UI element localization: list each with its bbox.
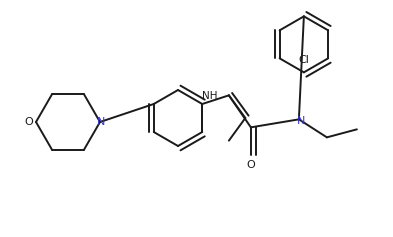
Text: N: N — [97, 117, 105, 127]
Text: Cl: Cl — [298, 55, 309, 65]
Text: O: O — [25, 117, 33, 127]
Text: O: O — [246, 160, 255, 170]
Text: N: N — [297, 116, 305, 126]
Text: NH: NH — [202, 91, 218, 101]
